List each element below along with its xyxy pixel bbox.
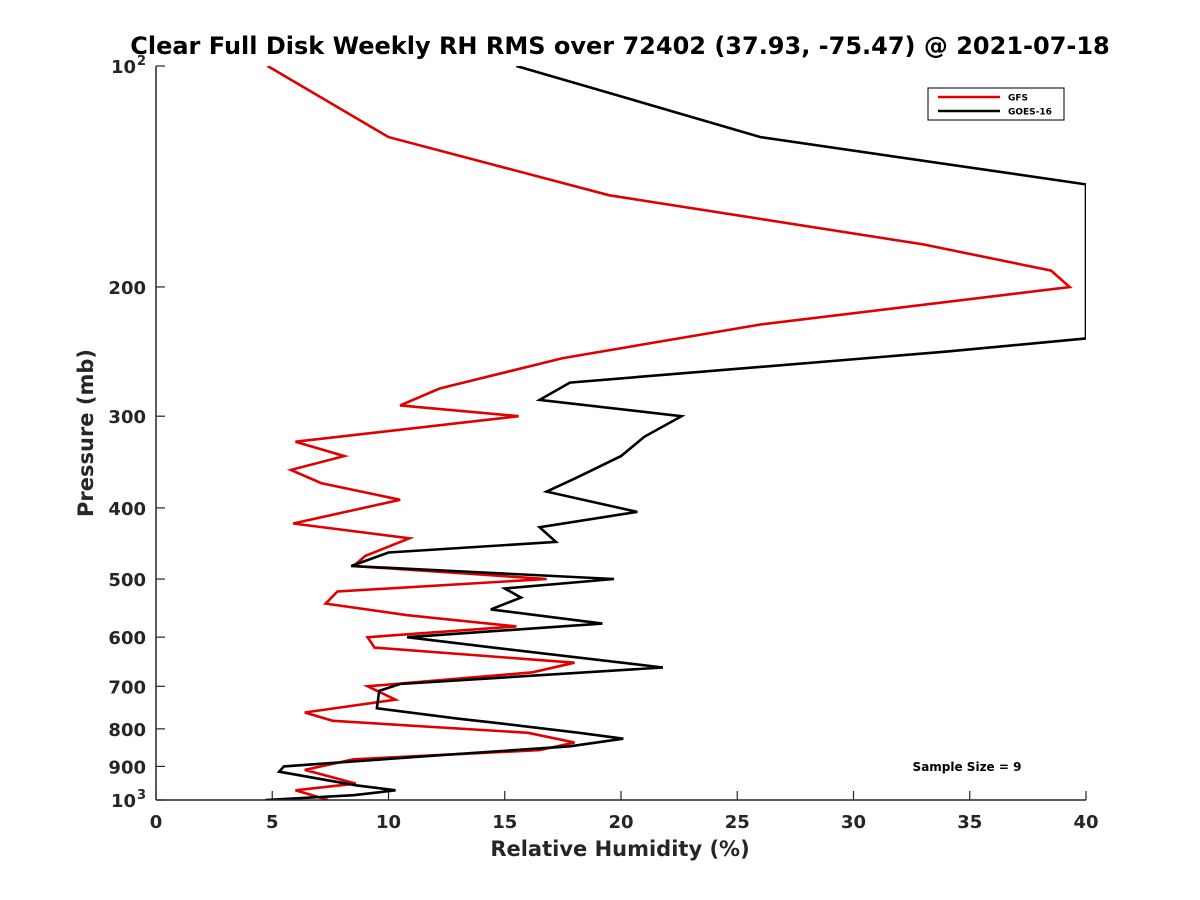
y-tick-label: 600 <box>108 628 146 649</box>
x-tick-label: 40 <box>1073 812 1098 833</box>
y-tick-label: 800 <box>108 720 146 741</box>
y-axis-label: Pressure (mb) <box>74 349 98 517</box>
y-tick-exponent: 2 <box>137 54 146 69</box>
legend: GFS GOES-16 <box>927 87 1065 121</box>
x-tick-label: 15 <box>492 812 517 833</box>
x-tick-label: 10 <box>376 812 401 833</box>
chart-title: Clear Full Disk Weekly RH RMS over 72402… <box>130 32 1110 60</box>
x-tick-label: 25 <box>725 812 750 833</box>
y-tick-label: 500 <box>108 570 146 591</box>
y-tick-label: 300 <box>108 407 146 428</box>
x-tick-label: 0 <box>150 812 163 833</box>
series-layer <box>265 66 1086 800</box>
legend-box <box>927 87 1065 121</box>
series-line-gfs <box>266 66 1073 800</box>
x-axis-ticks: 0 5 10 15 20 25 30 35 40 <box>150 791 1099 833</box>
y-tick-label: 10 <box>111 791 136 812</box>
y-tick-exponent: 3 <box>137 788 146 803</box>
x-tick-label: 20 <box>608 812 633 833</box>
x-axis-label: Relative Humidity (%) <box>490 837 749 861</box>
series-line-goes-16 <box>265 66 1086 800</box>
x-tick-label: 5 <box>266 812 279 833</box>
legend-label: GFS <box>1008 94 1028 104</box>
x-tick-label: 30 <box>841 812 866 833</box>
y-tick-label: 700 <box>108 677 146 698</box>
x-tick-label: 35 <box>957 812 982 833</box>
sample-size-annotation: Sample Size = 9 <box>913 760 1022 774</box>
y-tick-label: 900 <box>108 757 146 778</box>
y-tick-label: 400 <box>108 499 146 520</box>
legend-label: GOES-16 <box>1008 108 1052 118</box>
y-tick-label: 10 <box>111 57 136 78</box>
y-tick-label: 200 <box>108 278 146 299</box>
